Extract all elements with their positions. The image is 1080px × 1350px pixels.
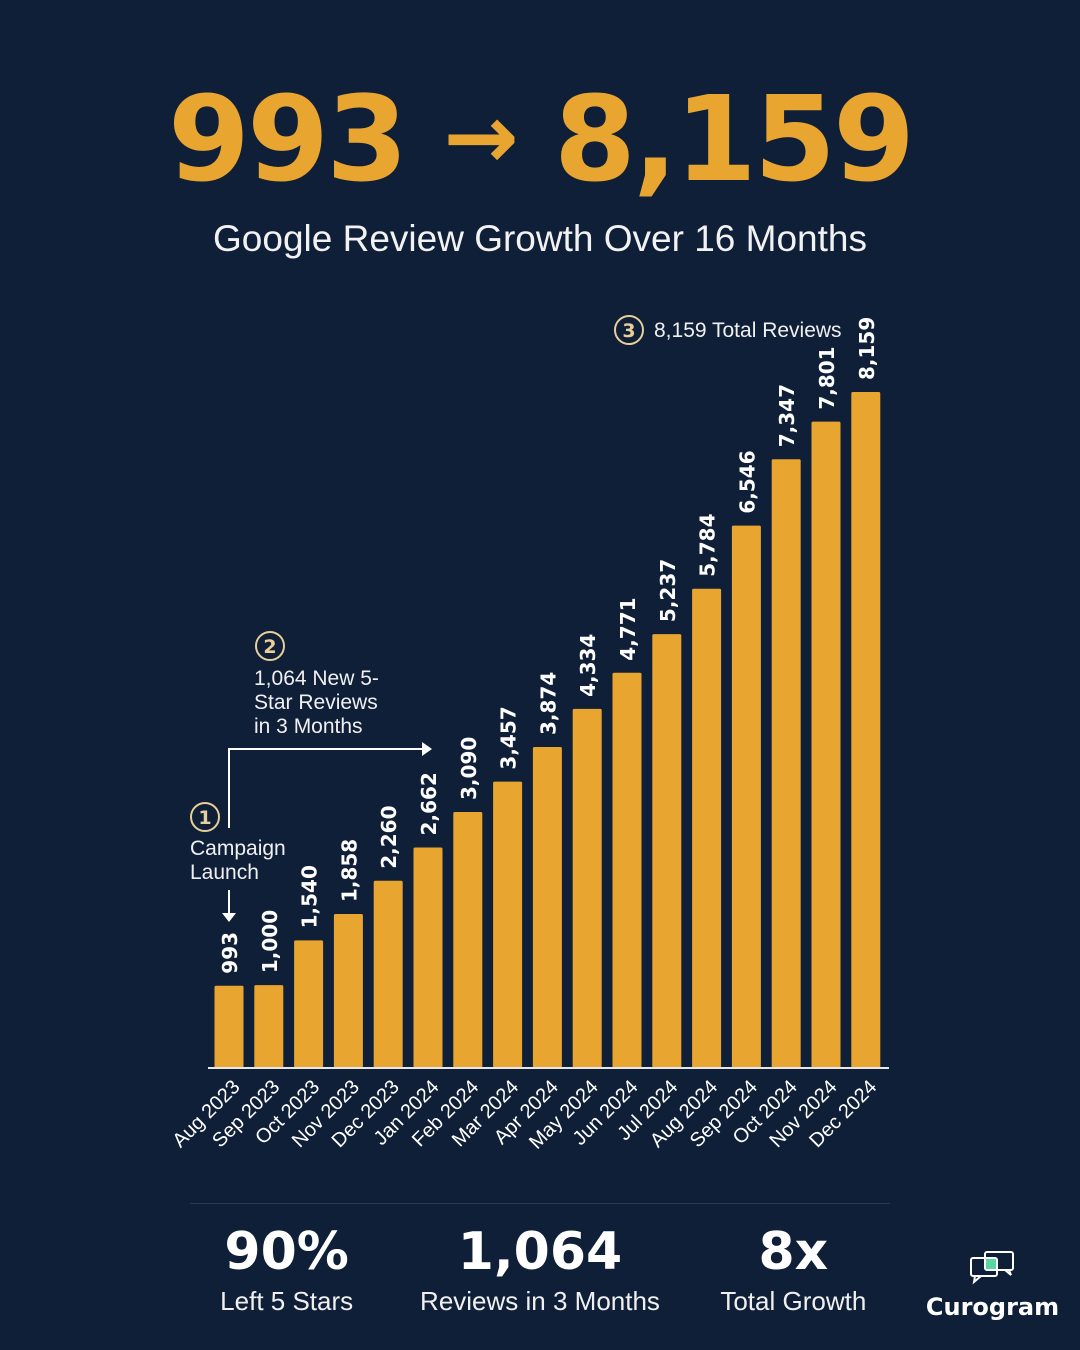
bar — [294, 940, 324, 1068]
data-label: 1,540 — [298, 865, 322, 928]
bar — [214, 985, 244, 1068]
logo-text: Curogram — [925, 1293, 1060, 1321]
data-label: 993 — [218, 932, 242, 974]
stat-label: Left 5 Stars — [220, 1286, 354, 1316]
bar — [373, 880, 403, 1068]
arrow-right-icon: → — [443, 85, 518, 190]
annotation-text: in 3 Months — [254, 715, 363, 738]
stat-value: 1,064 — [457, 1222, 623, 1282]
stat-label: Reviews in 3 Months — [420, 1286, 660, 1316]
stat-value: 90% — [224, 1222, 349, 1282]
arrow-right-icon — [422, 742, 432, 756]
data-label: 2,662 — [417, 772, 441, 835]
annotation-text: Campaign — [190, 837, 286, 860]
bar — [692, 588, 722, 1068]
data-label: 7,347 — [775, 384, 799, 447]
data-label: 4,771 — [616, 597, 640, 660]
data-label: 3,457 — [497, 706, 521, 769]
data-label: 8,159 — [855, 317, 879, 380]
stat-reviews: 1,064 Reviews in 3 Months — [413, 1222, 666, 1317]
annotation-circle — [190, 802, 220, 832]
annotation-number: 2 — [263, 636, 276, 658]
headline-from: 993 — [167, 70, 408, 208]
stat-label: Total Growth — [720, 1286, 867, 1316]
stat-growth: 8x Total Growth — [667, 1222, 920, 1317]
subtitle: Google Review Growth Over 16 Months — [213, 218, 867, 259]
annotation-text: Star Reviews — [254, 691, 378, 714]
annotation-number: 3 — [622, 320, 635, 342]
stat-five-stars: 90% Left 5 Stars — [160, 1222, 413, 1317]
headline-to: 8,159 — [553, 70, 915, 208]
bar — [453, 811, 483, 1068]
data-label: 3,874 — [536, 672, 560, 735]
data-label: 3,090 — [457, 737, 481, 800]
bar — [572, 708, 602, 1068]
bar — [612, 672, 642, 1068]
annotation-text: Launch — [190, 861, 259, 884]
bar — [811, 421, 841, 1068]
bar — [731, 525, 761, 1068]
bar — [771, 459, 801, 1069]
data-label: 1,000 — [258, 910, 282, 973]
stat-value: 8x — [758, 1222, 829, 1282]
data-label: 1,858 — [337, 839, 361, 902]
bracket-arrow-line — [228, 748, 424, 828]
bar — [851, 392, 881, 1068]
data-label: 6,546 — [735, 450, 759, 513]
bar — [413, 847, 443, 1068]
annotation-text: 8,159 Total Reviews — [654, 319, 842, 342]
data-label: 5,784 — [696, 514, 720, 577]
bar — [254, 985, 284, 1068]
bar — [652, 634, 682, 1068]
arrow-down-icon — [222, 913, 236, 922]
data-label: 4,334 — [576, 634, 600, 697]
data-label: 7,801 — [815, 346, 839, 409]
bar — [333, 914, 363, 1068]
bar — [493, 781, 523, 1068]
headline: 993 → 8,159 — [0, 70, 1080, 208]
stats-row: 90% Left 5 Stars 1,064 Reviews in 3 Months… — [160, 1222, 920, 1317]
data-label: 2,260 — [377, 805, 401, 868]
chat-bubbles-icon — [969, 1251, 1014, 1285]
annotation-text: 1,064 New 5- — [254, 667, 379, 690]
data-label: 5,237 — [656, 559, 680, 622]
bar — [532, 747, 562, 1068]
annotation-number: 1 — [198, 807, 211, 829]
annotation-circle — [614, 315, 644, 345]
annotation-circle — [255, 631, 285, 661]
logo: Curogram — [920, 1250, 1065, 1321]
divider — [190, 1203, 890, 1204]
